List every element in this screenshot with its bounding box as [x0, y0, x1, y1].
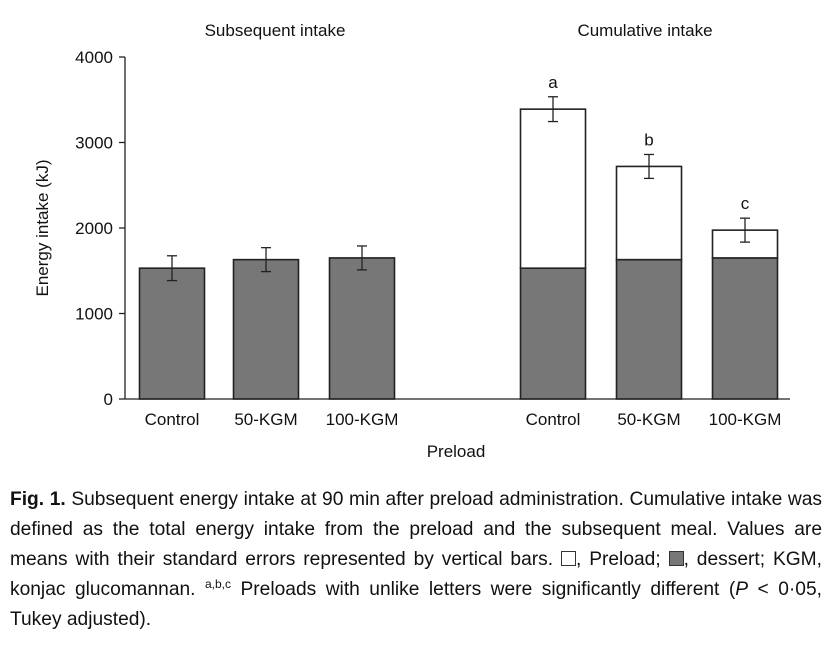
significance-label: b: [644, 130, 653, 149]
panel-title: Subsequent intake: [205, 21, 346, 40]
caption-preload-text: , Preload;: [575, 549, 661, 570]
x-axis-title: Preload: [427, 442, 486, 461]
bar-dessert: [232, 258, 300, 400]
y-tick-label: 2000: [75, 219, 113, 238]
x-tick-label: Control: [145, 410, 200, 429]
x-tick-label: 100-KGM: [709, 410, 782, 429]
dessert-swatch-icon: [668, 551, 684, 566]
x-tick-label: 100-KGM: [326, 410, 399, 429]
significance-label: a: [548, 73, 558, 92]
y-axis-title: Energy intake (kJ): [33, 160, 52, 297]
bar-dessert: [615, 258, 683, 400]
significance-label: c: [741, 194, 750, 213]
panel-title: Cumulative intake: [577, 21, 712, 40]
x-tick-label: 50-KGM: [234, 410, 297, 429]
y-tick-label: 3000: [75, 134, 113, 153]
bar-dessert: [711, 257, 779, 400]
y-tick-label: 1000: [75, 305, 113, 324]
figure-caption: Fig. 1. Subsequent energy intake at 90 m…: [10, 485, 822, 635]
caption-dessert-text: , dessert; KGM, konjac glucomannan.: [10, 549, 822, 600]
bar-dessert: [328, 257, 396, 400]
bar-preload: [519, 108, 587, 269]
y-tick-label: 0: [104, 390, 113, 409]
x-tick-label: Control: [526, 410, 581, 429]
bar-dessert: [519, 267, 587, 400]
bar-dessert: [138, 267, 206, 400]
preload-swatch-icon: [560, 551, 576, 566]
figure-label: Fig. 1.: [10, 489, 66, 510]
x-tick-label: 50-KGM: [617, 410, 680, 429]
caption-sentence-1: Subsequent energy intake at 90 min after…: [71, 489, 624, 510]
caption-p-symbol: P: [735, 579, 749, 600]
y-tick-label: 4000: [75, 48, 113, 67]
bar-preload: [615, 165, 683, 261]
caption-superscript: a,b,c: [204, 577, 231, 591]
caption-sentence-2: Cumulative intake was defined as the tot…: [10, 489, 822, 570]
caption-last-a: Preloads with unlike letters were signif…: [240, 579, 736, 600]
energy-intake-chart: 0 1000 2000 3000 4000 Energy intake (kJ) Prelo…: [33, 21, 790, 461]
caption-last-b: < 0·05, Tukey adjusted).: [10, 579, 822, 630]
